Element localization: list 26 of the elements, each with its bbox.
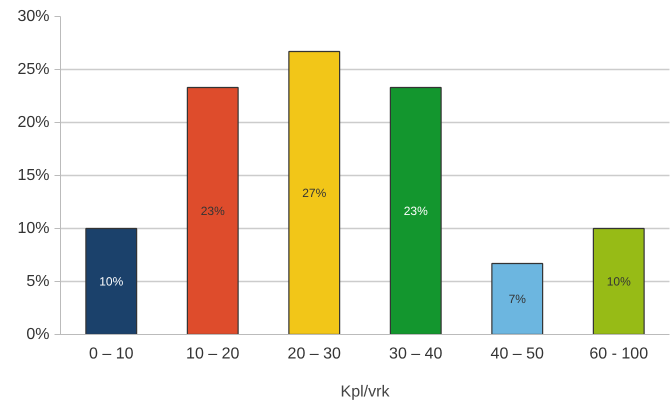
y-tick-label: 20% bbox=[17, 114, 50, 131]
data-label: 23% bbox=[200, 204, 226, 218]
data-label: 10% bbox=[99, 274, 124, 288]
y-tick-label: 30% bbox=[17, 8, 50, 25]
bar bbox=[85, 228, 138, 334]
bar bbox=[186, 86, 239, 334]
bar bbox=[491, 262, 544, 334]
y-tick-label: 25% bbox=[17, 61, 50, 78]
bar bbox=[288, 50, 340, 334]
y-tick-label: 0% bbox=[26, 326, 50, 343]
data-label: 27% bbox=[302, 186, 327, 200]
x-tick-label: 60 - 100 bbox=[589, 346, 648, 362]
x-tick-label: 10 – 20 bbox=[186, 346, 240, 362]
x-axis-title: Kpl/vrk bbox=[340, 384, 390, 400]
x-tick-label: 40 – 50 bbox=[490, 346, 544, 362]
data-label: 7% bbox=[508, 292, 526, 306]
data-label: 23% bbox=[404, 204, 428, 218]
x-tick-label: 20 – 30 bbox=[288, 346, 342, 362]
x-tick-label: 0 – 10 bbox=[89, 346, 134, 362]
y-tick-label: 5% bbox=[26, 273, 50, 290]
y-tick-label: 15% bbox=[17, 167, 50, 184]
data-label: 10% bbox=[606, 274, 632, 288]
y-tick-label: 10% bbox=[17, 220, 50, 237]
bar bbox=[592, 228, 645, 334]
x-tick-label: 30 – 40 bbox=[389, 346, 443, 362]
bar bbox=[390, 86, 442, 334]
